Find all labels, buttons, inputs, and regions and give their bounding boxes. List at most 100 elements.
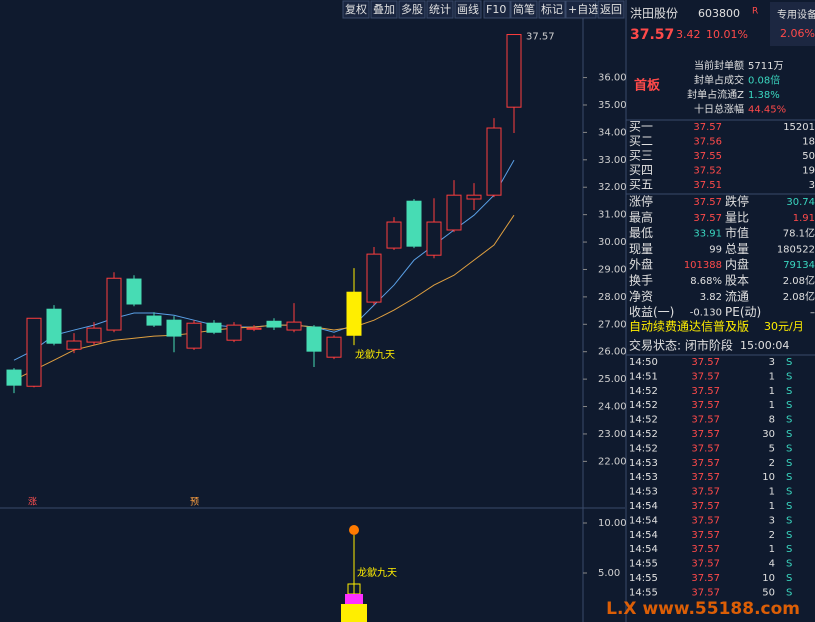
toolbar-button[interactable] bbox=[597, 0, 625, 19]
quote-text: 内盘 bbox=[725, 257, 749, 272]
toolbar-label[interactable]: 标记 bbox=[541, 2, 563, 16]
quote-text: 30.74 bbox=[786, 197, 815, 208]
quote-text: 14:50 bbox=[629, 357, 658, 368]
y-tick-label: 30.00 bbox=[598, 237, 627, 248]
toolbar-button[interactable] bbox=[538, 0, 566, 19]
quote-text: 37.57 bbox=[693, 213, 722, 224]
y-tick-label: 28.00 bbox=[598, 292, 627, 303]
quote-text: 37.57 bbox=[691, 429, 720, 440]
quote-text: 涨停 bbox=[629, 194, 653, 209]
toolbar-button[interactable] bbox=[398, 0, 426, 19]
quote-text: 量比 bbox=[725, 210, 749, 224]
quote-text: 现量 bbox=[629, 242, 653, 256]
toolbar-button[interactable] bbox=[565, 0, 597, 19]
candle-body bbox=[126, 278, 142, 305]
quote-text: 33.91 bbox=[693, 229, 722, 240]
quote-text: 19 bbox=[802, 166, 815, 177]
toolbar-label[interactable]: +自选 bbox=[568, 3, 599, 16]
toolbar-label[interactable]: 画线 bbox=[457, 2, 479, 16]
quote-text: PE(动) bbox=[725, 305, 761, 319]
y-tick-label: 23.00 bbox=[598, 429, 627, 440]
quote-text: 当前封单额 bbox=[694, 59, 744, 72]
toolbar-label[interactable]: F10 bbox=[486, 3, 506, 16]
toolbar-label[interactable]: 多股 bbox=[401, 2, 423, 16]
quote-text: 5 bbox=[769, 443, 775, 454]
quote-text: 4 bbox=[769, 559, 775, 570]
quote-text: 封单占成交 bbox=[694, 74, 744, 87]
toolbar-button[interactable] bbox=[342, 0, 370, 19]
candle-body bbox=[486, 127, 502, 196]
candle-body bbox=[286, 321, 302, 331]
y-tick-label: 25.00 bbox=[598, 374, 627, 385]
y-tick-label: 29.00 bbox=[598, 264, 627, 275]
candle-body bbox=[106, 277, 122, 331]
toolbar-label[interactable]: 返回 bbox=[600, 3, 622, 16]
quote-text: 市值 bbox=[725, 225, 749, 240]
quote-text: 0.08倍 bbox=[748, 74, 780, 87]
toolbar-label[interactable]: 复权 bbox=[345, 2, 367, 16]
quote-text: -0.130 bbox=[690, 308, 722, 319]
quote-text: 1 bbox=[769, 487, 775, 498]
quote-text: 37.57 bbox=[691, 501, 720, 512]
quote-text: 5711万 bbox=[748, 61, 783, 72]
quote-text: 37.57 bbox=[691, 573, 720, 584]
quote-text: 37.57 bbox=[693, 122, 722, 133]
quote-text: 买五 bbox=[629, 178, 653, 192]
toolbar-label[interactable]: 统计 bbox=[429, 3, 451, 16]
y-tick-label: 32.00 bbox=[598, 182, 627, 193]
quote-text: S bbox=[786, 487, 792, 498]
toolbar-button[interactable] bbox=[454, 0, 482, 19]
quote-text: 1 bbox=[769, 501, 775, 512]
quote-text: 净资 bbox=[629, 289, 653, 303]
toolbar-button[interactable] bbox=[483, 0, 511, 19]
candle-body bbox=[26, 317, 42, 387]
annotation: 37.57 bbox=[526, 32, 555, 43]
quote-text: 15:00:04 bbox=[740, 339, 789, 352]
toolbar-label[interactable]: 简笔 bbox=[513, 2, 535, 16]
quote-text: 1 bbox=[769, 400, 775, 411]
quote-text: 37.57 bbox=[691, 443, 720, 454]
quote-text: 101388 bbox=[684, 260, 722, 271]
quote-text: 14:51 bbox=[629, 371, 658, 382]
quote-text: 14:55 bbox=[629, 573, 658, 584]
quote-text: 78.1亿 bbox=[783, 227, 815, 240]
y-tick-label: 34.00 bbox=[598, 127, 627, 138]
candle-body bbox=[246, 327, 262, 330]
quote-text: 14:54 bbox=[629, 501, 658, 512]
toolbar-button[interactable] bbox=[370, 0, 398, 19]
quote-text: 50 bbox=[802, 151, 815, 162]
candle-body bbox=[206, 322, 222, 333]
chart: 22.00 23.00 24.00 25.00 26.00 27.00 28.00 29.00… bbox=[6, 32, 627, 622]
toolbar-button[interactable] bbox=[426, 0, 454, 19]
toolbar-label[interactable]: 叠加 bbox=[373, 3, 395, 16]
quote-text: 37.57 bbox=[691, 386, 720, 397]
quote-text: 流通 bbox=[725, 289, 749, 303]
quote-text: 37.52 bbox=[693, 166, 722, 177]
quote-text: 十日总涨幅 bbox=[694, 103, 744, 116]
y-tick-label: 35.00 bbox=[598, 100, 627, 111]
toolbar: 复权 叠加 多股 统计 画线 F10 简笔 标记 +自选 返回 bbox=[342, 0, 625, 19]
candle-body bbox=[366, 253, 382, 303]
quote-text: 2 bbox=[769, 530, 775, 541]
moving-average bbox=[13, 214, 515, 381]
candle-body bbox=[86, 327, 102, 343]
quote-text: 14:54 bbox=[629, 515, 658, 526]
toolbar-button[interactable] bbox=[510, 0, 538, 19]
quote-text: S bbox=[786, 429, 792, 440]
quote-text: 44.45% bbox=[748, 105, 786, 116]
y-tick-label: 33.00 bbox=[598, 155, 627, 166]
quote-text: 14:52 bbox=[629, 386, 658, 397]
quote-text: 跌停 bbox=[725, 194, 749, 209]
quote-text: 14:52 bbox=[629, 400, 658, 411]
quote-text: 37.57 bbox=[691, 559, 720, 570]
quote-text: 37.51 bbox=[693, 180, 722, 191]
quote-text: S bbox=[786, 458, 792, 469]
marker: 涨 bbox=[28, 497, 37, 508]
sector-box bbox=[770, 2, 815, 46]
candle-body bbox=[226, 324, 242, 341]
quote-text: 37.57 bbox=[630, 27, 674, 43]
quote-text: 14:54 bbox=[629, 544, 658, 555]
quote-text: 最低 bbox=[629, 226, 653, 240]
annotation: 龙歙九天 bbox=[355, 348, 395, 361]
